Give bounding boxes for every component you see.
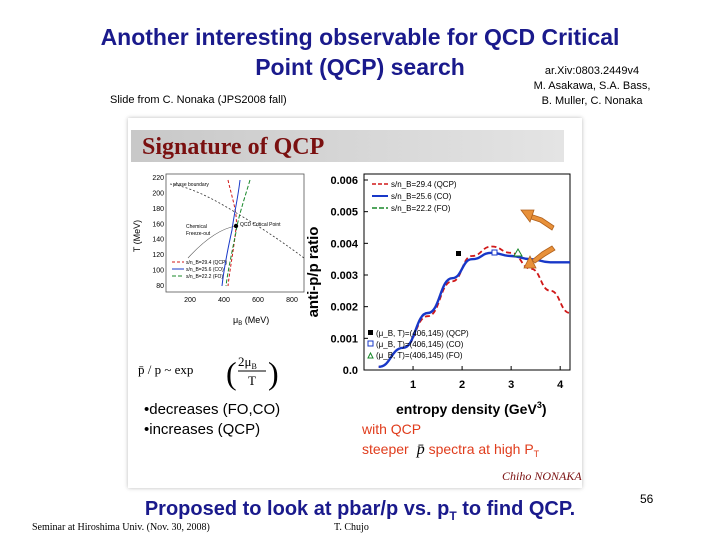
formula-paren-open: ( [226,355,237,391]
phase-xtick-label: 600 [252,297,264,304]
marker-fo [513,247,523,257]
phase-legend-fo: s/n_B=22.2 (FO) [186,274,223,280]
note-with-qcp: with QCP [361,421,421,437]
embedded-slide: Signature of QCP T (MeV) 220 200 180 160 140… [128,118,582,488]
phase-ytick-label: 200 [152,190,164,197]
banner-title: Signature of QCP [142,134,324,160]
phase-ytick-label: 160 [152,221,164,228]
author-signature: Chiho NONAKA [502,469,582,483]
ratio-ytick-label: 0.006 [330,175,358,187]
phase-chemical-label: Chemical [186,224,207,230]
arrow-up [520,209,555,231]
ratio-xlabel: entropy density (GeV3) [396,400,547,417]
series-co-line [378,251,570,368]
phase-ytick-label: 100 [152,268,164,275]
footer-seminar: Seminar at Hiroshima Univ. (Nov. 30, 200… [32,522,210,533]
phase-freezeout-label: Freeze-out [186,231,211,237]
phase-ytick-label: 220 [152,175,164,182]
ratio-legend-qcp: s/n_B=29.4 (QCP) [391,180,457,189]
ratio-legend2-qcp: (μ_B, T)=(406,145) (QCP) [376,329,469,338]
title-line-2: Point (QCP) search [255,54,465,80]
ratio-legend2-fo: (μ_B, T)=(406,145) (FO) [376,351,463,360]
phase-xtick-label: 400 [218,297,230,304]
phase-xlabel: μB (MeV) [233,315,269,327]
formula: p̄ / p ~ exp ( 2μB T ) [138,354,279,391]
marker-co [491,249,498,256]
phase-ytick-label: 80 [156,283,164,290]
ratio-ylabel: anti-p/p ratio [305,227,322,318]
phase-co-line [221,179,241,287]
page-number: 56 [640,492,654,506]
phase-ytick-label: 140 [152,237,164,244]
ratio-legend2-co: (μ_B, T)=(406,145) (CO) [376,340,464,349]
title-line-1: Another interesting observable for QCD C… [100,24,620,50]
phase-boundary-label: phase boundary [173,182,209,188]
ratio-xtick-label: 2 [459,379,465,391]
marker-qcp [456,251,461,256]
bullet-decreases: •decreases (FO,CO) [144,401,280,418]
slide-credit: Slide from C. Nonaka (JPS2008 fall) [110,94,287,106]
phase-critical-point [233,223,239,229]
phase-qcp-line [227,179,237,287]
arxiv-id: ar.Xiv:0803.2449v4 [544,65,640,77]
ratio-chart-frame [363,173,571,371]
ratio-ytick-label: 0.001 [330,333,358,345]
phase-diagram: T (MeV) 220 200 180 160 140 120 100 80 200 400 60… [132,173,305,327]
bullet-increases: •increases (QCP) [144,421,260,438]
ratio-xtick-label: 3 [508,379,514,391]
slide-graphic: Signature of QCP T (MeV) 220200180160140… [128,118,582,488]
formula-denominator: T [248,373,256,388]
ratio-ytick-label: 0.005 [330,207,358,219]
phase-qcp-label: QCD Critical Point [240,222,281,228]
phase-ytick-label: 180 [152,206,164,213]
phase-xtick-label: 200 [184,297,196,304]
ratio-legend-fo: s/n_B=22.2 (FO) [391,204,451,213]
formula-paren-close: ) [268,355,279,391]
footer-author: T. Chujo [334,522,369,533]
banner-bar [131,130,564,162]
arrow-down [523,245,556,269]
ratio-ytick-label: 0.003 [330,270,358,282]
ratio-ytick-label: 0.004 [330,238,358,250]
formula-numerator: 2μB [238,354,257,371]
ratio-xtick-label: 1 [410,379,416,391]
phase-legend-qcp: s/n_B=29.4 (QCP) [186,260,227,266]
phase-legend-co: s/n_B=25.6 (CO) [186,267,224,273]
phase-fo-line [225,179,251,287]
authors-line-1: M. Asakawa, S.A. Bass, [533,80,651,92]
bottom-caption: Proposed to look at pbar/p vs. pT to fin… [144,498,576,523]
phase-boundary-line [169,183,305,259]
ratio-chart: anti-p/p ratio 0.006 0.005 0.004 0.003 0.002… [305,173,571,417]
authors-line-2: B. Muller, C. Nonaka [541,95,643,107]
phase-ylabel: T (MeV) [132,220,142,252]
ratio-legend-co: s/n_B=25.6 (CO) [391,192,452,201]
ratio-ytick-label: 0.002 [330,302,358,314]
formula-lhs: p̄ / p ~ exp [138,362,193,377]
ratio-xtick-label: 4 [557,379,564,391]
reference-block: ar.Xiv:0803.2449v4 M. Asakawa, S.A. Bass… [512,64,672,109]
ratio-ytick-label: 0.0 [343,365,358,377]
series-qcp-line [378,245,571,368]
note-steeper: steeper p̄ spectra at high PT [362,441,540,459]
phase-ytick-label: 120 [152,252,164,259]
phase-xtick-label: 800 [286,297,298,304]
